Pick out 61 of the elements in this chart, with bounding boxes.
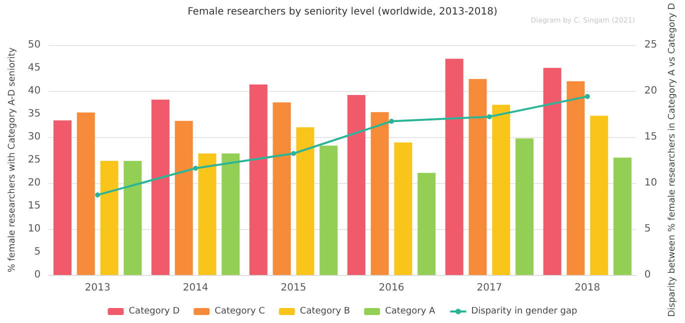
x-tick-label: 2018 — [574, 282, 600, 294]
point — [193, 166, 198, 171]
bar — [566, 81, 585, 275]
bar — [54, 120, 72, 275]
legend-label: Category C — [214, 306, 265, 316]
y-tick-label: 10 — [28, 223, 41, 234]
bar — [613, 158, 632, 275]
bar — [76, 112, 95, 275]
bar — [124, 160, 142, 275]
y2-tick-label: 15 — [644, 131, 658, 142]
bar — [151, 100, 170, 275]
legend-label: Category D — [128, 306, 180, 316]
bar — [347, 95, 366, 275]
legend-label: Category A — [385, 306, 436, 316]
point — [388, 118, 394, 124]
point — [486, 114, 492, 120]
y-tick-label: 40 — [28, 85, 41, 96]
bar — [320, 146, 338, 275]
y2-tick-label: 25 — [644, 39, 658, 50]
y2-tick-label: 0 — [644, 270, 651, 280]
bar — [516, 138, 534, 275]
x-tick-label: 2014 — [182, 282, 208, 294]
y-tick-label: 30 — [28, 131, 41, 142]
y-tick-label: 50 — [28, 39, 41, 50]
bar — [272, 102, 291, 275]
y-tick-label: 35 — [28, 108, 41, 120]
point — [291, 151, 296, 156]
x-tick-label: 2015 — [280, 282, 306, 294]
y2-tick-label: 10 — [644, 177, 658, 188]
y-tick-label: 0 — [34, 270, 41, 280]
y-tick-label: 15 — [28, 200, 41, 212]
legend-label: Category B — [300, 306, 350, 316]
bar — [418, 172, 436, 275]
bar — [394, 142, 412, 275]
point — [584, 94, 590, 99]
point — [95, 192, 100, 198]
y2-tick-label: 5 — [644, 223, 651, 234]
x-tick-label: 2017 — [476, 282, 502, 294]
y-tick-label: 45 — [28, 62, 41, 74]
y2-axis-title: Disparity between % female researchers in Category A vs Category D — [668, 2, 678, 317]
bar — [222, 154, 240, 275]
bar — [100, 160, 118, 275]
y-tick-label: 25 — [28, 154, 41, 166]
bar — [543, 68, 562, 275]
bar — [590, 116, 608, 275]
bar — [296, 127, 314, 275]
bar — [198, 154, 216, 275]
y2-tick-label: 20 — [644, 85, 658, 96]
y-axis-title: % female researchers with Category A-D seniority — [8, 46, 18, 272]
bar — [370, 112, 389, 275]
legend-label: Disparity in gender gap — [471, 306, 578, 316]
x-tick-label: 2013 — [84, 282, 110, 294]
bar — [468, 78, 487, 275]
bar — [492, 104, 510, 275]
y-tick-label: 20 — [28, 177, 41, 188]
chart-title: Female researchers by seniority level (worldwide, 2013-2018) — [188, 6, 498, 18]
bar — [174, 120, 193, 275]
bar — [445, 58, 464, 275]
y-tick-label: 5 — [34, 246, 41, 258]
bar — [249, 84, 268, 275]
x-tick-label: 2016 — [378, 282, 404, 294]
